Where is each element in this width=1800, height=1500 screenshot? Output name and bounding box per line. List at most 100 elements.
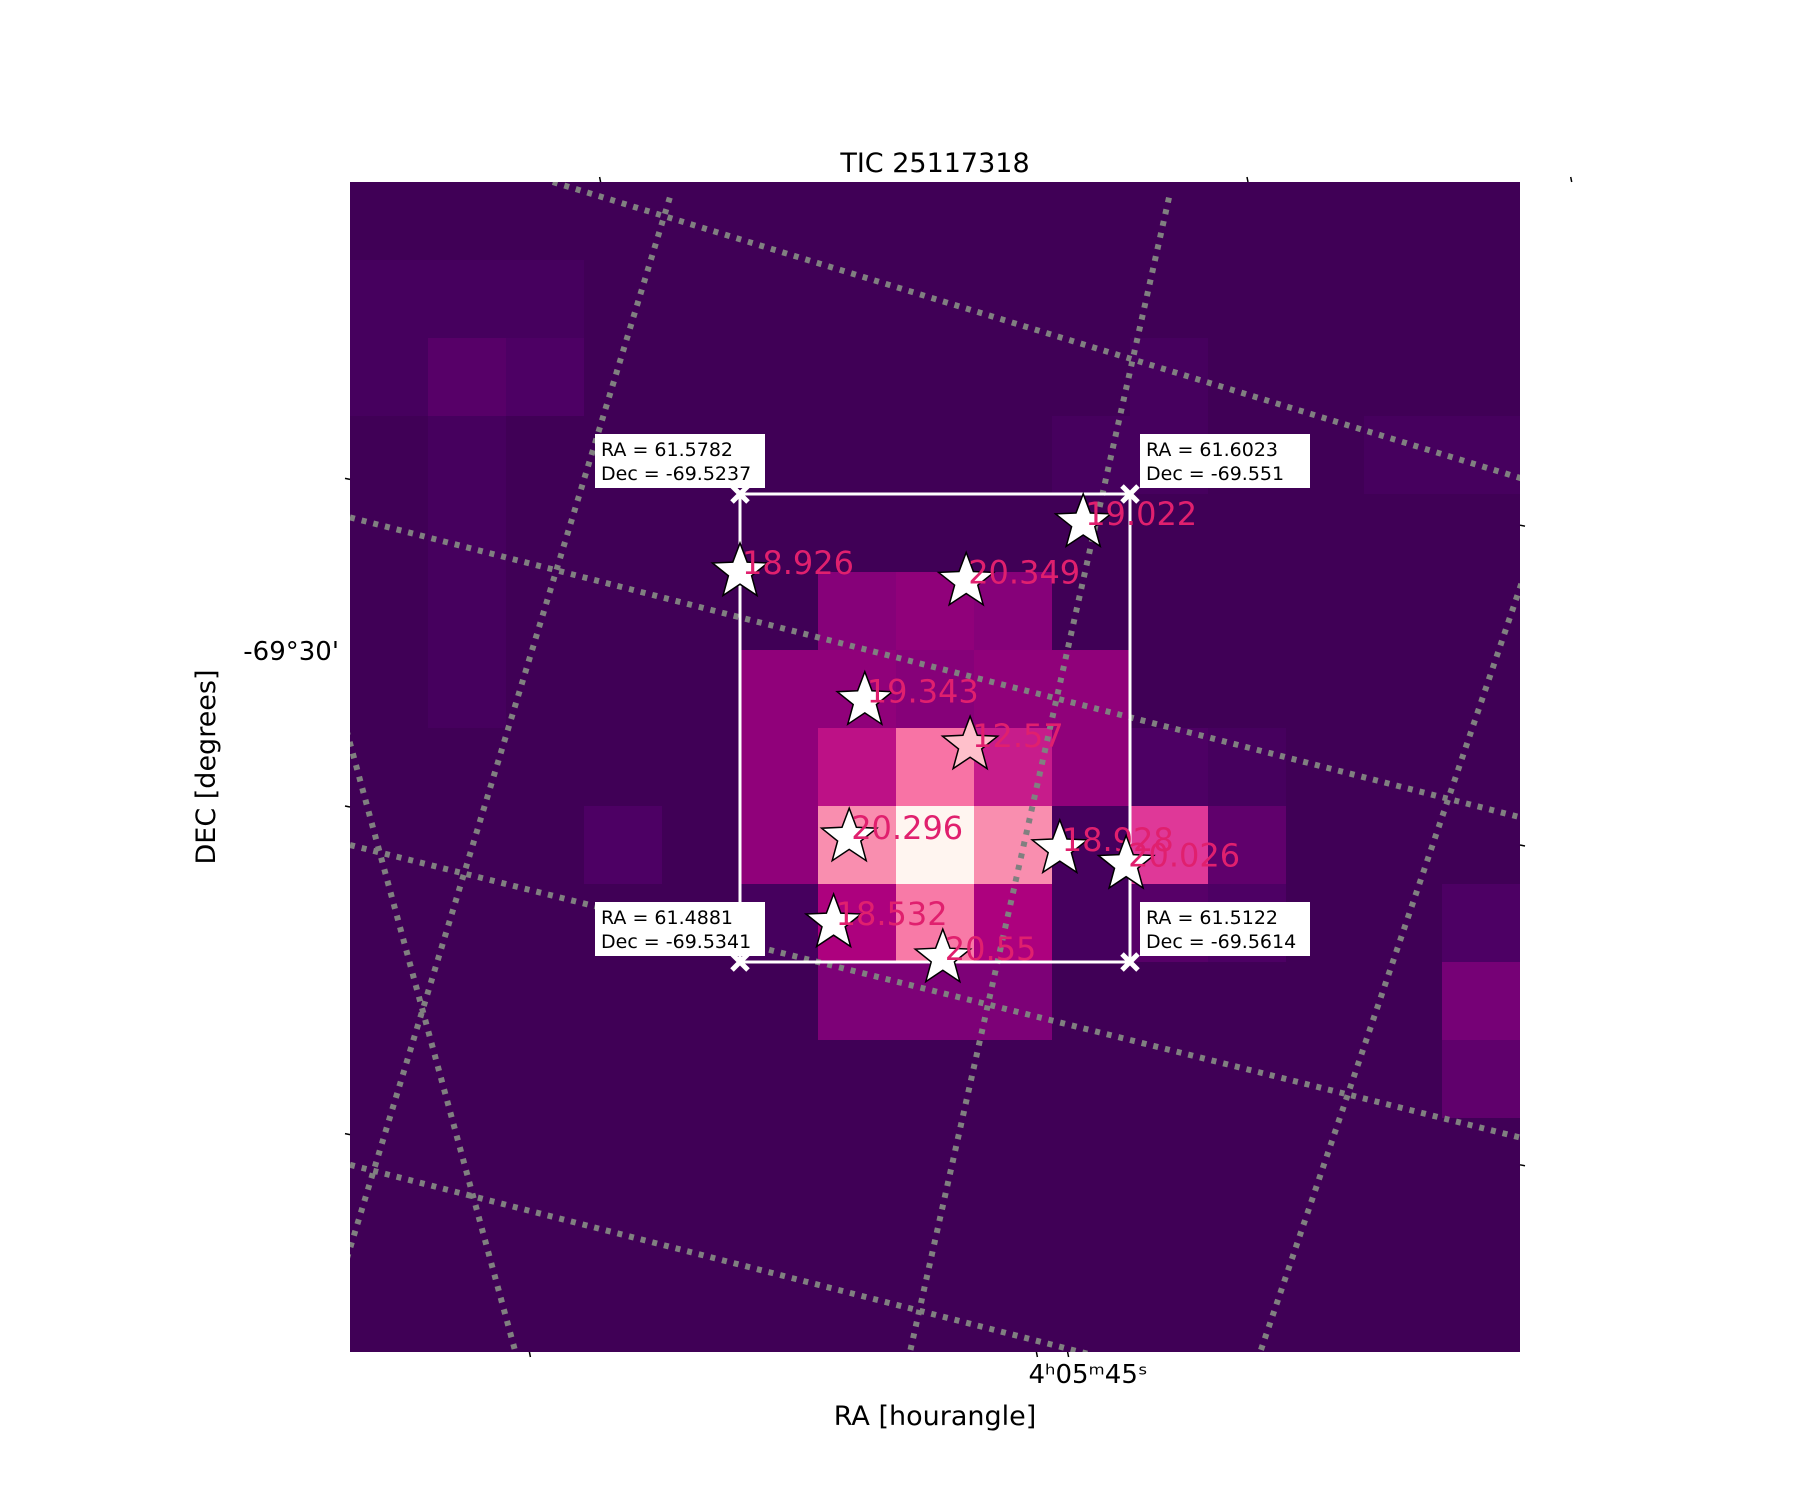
star-icon [819,806,879,863]
heatmap-pixel [1130,806,1209,885]
heatmap-pixel [584,1196,663,1275]
heatmap-pixel [1364,962,1443,1041]
heatmap-pixel [662,260,741,339]
heatmap-pixel [896,1196,975,1275]
heatmap-pixel [1052,416,1131,495]
heatmap-pixel [506,182,585,261]
tick-mark [1569,176,1573,183]
heatmap-pixel [1364,1118,1443,1197]
star-magnitude-label: 18.532 [836,895,948,933]
heatmap-pixel [350,650,429,729]
heatmap-pixel [1052,260,1131,339]
heatmap-pixel [1364,728,1443,807]
tick-mark [1035,1351,1039,1358]
heatmap-pixel [974,884,1053,963]
corner-ra-text: RA = 61.4881 [601,907,733,929]
heatmap-pixel [1208,260,1287,339]
heatmap-pixel [1052,1196,1131,1275]
heatmap-pixel [350,260,429,339]
heatmap-pixel [1286,182,1365,261]
heatmap-pixel [1130,1196,1209,1275]
corner-dec-text: Dec = -69.5614 [1146,931,1296,953]
field-star: 20.026 [1096,833,1240,890]
heatmap-pixel [1442,806,1520,885]
grid-line [350,731,519,1352]
tick-mark [344,1132,351,1136]
heatmap-pixel [974,494,1053,573]
heatmap-pixel [584,1274,663,1352]
tick-mark [1066,1351,1070,1358]
heatmap-pixel [818,1196,897,1275]
heatmap-pixel [350,494,429,573]
heatmap-pixel [584,962,663,1041]
heatmap-pixel [740,1274,819,1352]
heatmap-pixel [1130,1118,1209,1197]
heatmap-pixel [506,806,585,885]
heatmap-pixel [1364,1040,1443,1119]
heatmap-pixel [1442,1196,1520,1275]
heatmap-pixel [974,182,1053,261]
heatmap-pixel [1286,728,1365,807]
heatmap-pixel [506,650,585,729]
heatmap-pixel [1130,572,1209,651]
heatmap-pixel [740,182,819,261]
heatmap-pixel [740,728,819,807]
heatmap-pixel [506,884,585,963]
field-star: 20.296 [819,806,963,863]
target-star: 12.57 [940,714,1064,771]
axis-ticks [344,176,1573,1358]
heatmap-pixel [740,1196,819,1275]
heatmap-pixel [428,1196,507,1275]
heatmap-pixel [662,1118,741,1197]
heatmap-pixel [1208,494,1287,573]
heatmap-pixel [662,1196,741,1275]
heatmap-pixel [896,1118,975,1197]
heatmap-pixel [1364,650,1443,729]
heatmap-pixel [1208,728,1287,807]
star-magnitude-label: 20.349 [968,553,1080,591]
star-icon [1053,491,1113,549]
heatmap-pixel [1364,338,1443,417]
tick-mark [1246,176,1249,183]
x-tick-label: 4ʰ05ᵐ45ˢ [1028,1360,1147,1390]
heatmap-pixel [584,650,663,729]
heatmap-pixel [1442,260,1520,339]
heatmap-pixel [740,1040,819,1119]
heatmap-pixel [1442,182,1520,261]
heatmap-pixel [428,1274,507,1352]
heatmap-pixel [662,650,741,729]
grid-line [350,196,673,1259]
heatmap-pixel [1208,1040,1287,1119]
grid-line [350,842,1520,1141]
heatmap-pixel [350,182,429,261]
heatmap-pixel [818,338,897,417]
flux-heatmap [350,182,1520,1352]
heatmap-pixel [1208,572,1287,651]
heatmap-pixel [1052,962,1131,1041]
heatmap-pixel [818,728,897,807]
heatmap-pixel [1052,182,1131,261]
corner-marker [730,484,750,504]
tick-mark [344,477,351,481]
heatmap-pixel [1052,1118,1131,1197]
heatmap-pixel [350,1040,429,1119]
heatmap-pixel [1442,1274,1520,1352]
heatmap-pixel [818,494,897,573]
corner-marker [1120,952,1140,972]
heatmap-pixel [974,572,1053,651]
heatmap-pixel [428,728,507,807]
star-magnitude-label: 18.928 [1062,821,1174,859]
heatmap-pixel [506,416,585,495]
heatmap-pixel [740,338,819,417]
heatmap-pixel [1130,494,1209,573]
heatmap-pixel [1208,650,1287,729]
heatmap-pixel [350,338,429,417]
heatmap-pixel [350,1274,429,1352]
target-star-icon [940,714,1000,771]
heatmap-pixel [896,494,975,573]
heatmap-pixel [662,338,741,417]
tick-mark [598,176,602,183]
